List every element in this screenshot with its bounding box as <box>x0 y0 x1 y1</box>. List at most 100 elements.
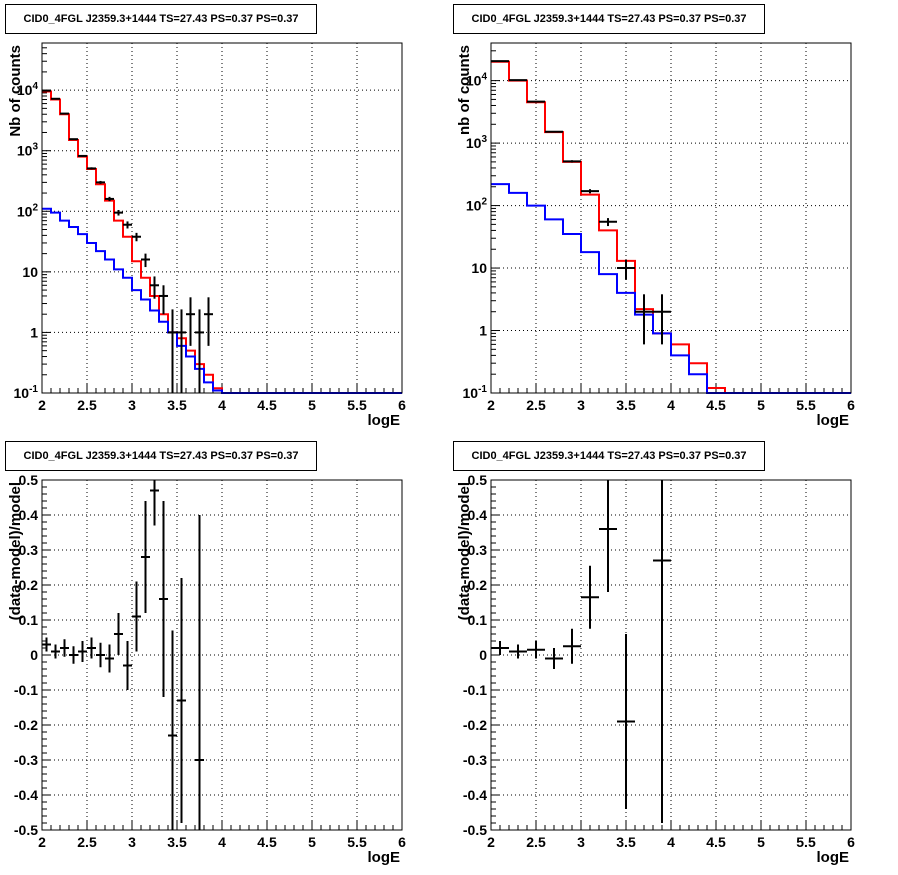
chart-title-2: CID0_4FGL J2359.3+1444 TS=27.43 PS=0.37 … <box>453 4 765 34</box>
data-point <box>105 644 114 673</box>
data-point <box>599 218 617 227</box>
y-tick-label: 0.4 <box>468 507 488 523</box>
x-tick-label: 3.5 <box>167 397 187 413</box>
panel-2: 2 2.5 3 3.5 4 4.5 5 5.5 6 10-1 1 10 102 103 104 logE nb … <box>456 42 855 429</box>
x-tick-label: 5.5 <box>796 397 816 413</box>
x-tick-label: 4.5 <box>257 834 277 850</box>
y-tick-label: 0.2 <box>19 577 39 593</box>
x-tick-label: 3 <box>577 834 585 850</box>
y-tick-label: -0.4 <box>14 787 38 803</box>
data-point <box>563 160 581 163</box>
plot-frame <box>490 42 852 394</box>
data-point <box>177 309 186 393</box>
data-point <box>150 480 159 526</box>
y-tick-label: 0.4 <box>19 507 39 523</box>
data-point <box>42 637 51 652</box>
data-point <box>168 309 177 393</box>
data-point <box>617 634 635 809</box>
x-tick-label: 3 <box>577 397 585 413</box>
data-point <box>114 613 123 655</box>
data-point <box>653 294 671 345</box>
chart-title-4: CID0_4FGL J2359.3+1444 TS=27.43 PS=0.37 … <box>453 441 765 471</box>
x-tick-label: 4 <box>667 834 675 850</box>
y-tick-label: -0.2 <box>14 717 38 733</box>
x-tick-label: 2 <box>487 834 495 850</box>
data-point <box>78 641 87 662</box>
y-tick-label: 103 <box>17 142 39 159</box>
data-point <box>527 641 545 659</box>
x-tick-label: 5 <box>757 397 765 413</box>
data-point <box>42 89 51 92</box>
data-point <box>87 167 96 170</box>
y-tick-label: -0.1 <box>463 682 487 698</box>
x-tick-label: 2 <box>38 397 46 413</box>
x-tick-label: 3 <box>128 397 136 413</box>
y-tick-label: 102 <box>466 197 488 214</box>
y-tick-label: 0.5 <box>468 472 488 488</box>
x-tick-label: 2.5 <box>77 397 97 413</box>
x-tick-label: 5 <box>308 397 316 413</box>
x-tick-label: 5.5 <box>347 834 367 850</box>
x-tick-label: 4 <box>667 397 675 413</box>
data-point <box>635 294 653 345</box>
y-axis-label: Nb of counts <box>7 45 24 137</box>
data-point <box>545 648 563 669</box>
x-axis-label: logE <box>368 412 401 429</box>
data-point <box>563 628 581 664</box>
data-point <box>69 138 78 141</box>
data-point <box>96 180 105 184</box>
y-tick-label: -0.4 <box>463 787 487 803</box>
x-tick-label: 3 <box>128 834 136 850</box>
plot-frame <box>41 479 403 831</box>
data-point <box>159 501 168 697</box>
data-point <box>141 253 150 268</box>
y-tick-label: -0.5 <box>463 822 487 838</box>
x-axis-label: logE <box>817 849 850 866</box>
y-tick-label: -0.2 <box>463 717 487 733</box>
data-point <box>204 297 213 346</box>
y-tick-label: 0.2 <box>468 577 488 593</box>
data-point <box>60 112 69 115</box>
y-tick-label: 10-1 <box>463 384 488 401</box>
data-point <box>509 79 527 82</box>
data-point <box>114 209 123 216</box>
x-tick-label: 4.5 <box>257 397 277 413</box>
y-tick-label: 10-1 <box>14 384 39 401</box>
data-point <box>177 578 186 823</box>
y-tick-label: 103 <box>466 134 488 151</box>
x-tick-label: 2 <box>487 397 495 413</box>
data-point <box>527 100 545 103</box>
data-point <box>69 646 78 664</box>
data-point <box>51 97 60 100</box>
y-tick-label: -0.3 <box>14 752 38 768</box>
y-tick-label: 1 <box>479 323 487 339</box>
x-tick-label: 4.5 <box>706 834 726 850</box>
x-tick-label: 2.5 <box>526 834 546 850</box>
series-step-2 <box>42 207 402 394</box>
panel-1: 2 2.5 3 3.5 4 4.5 5 5.5 6 10-1 1 10 102 103 104 logE Nb … <box>7 42 406 429</box>
chart-title-3: CID0_4FGL J2359.3+1444 TS=27.43 PS=0.37 … <box>5 441 317 471</box>
x-tick-label: 6 <box>847 834 855 850</box>
x-tick-label: 5 <box>308 834 316 850</box>
data-point <box>105 196 114 202</box>
data-point <box>195 515 204 830</box>
data-point <box>60 639 69 657</box>
data-point <box>87 637 96 659</box>
data-point <box>509 644 527 659</box>
x-tick-label: 5 <box>757 834 765 850</box>
y-tick-label: 10 <box>22 264 38 280</box>
plot-frame <box>490 479 852 831</box>
y-tick-label: -0.3 <box>463 752 487 768</box>
y-tick-label: 0.5 <box>19 472 39 488</box>
x-tick-label: 2.5 <box>526 397 546 413</box>
data-point <box>51 644 60 659</box>
x-tick-label: 3.5 <box>616 397 636 413</box>
data-point <box>132 232 141 242</box>
data-point <box>581 565 599 629</box>
x-tick-label: 5.5 <box>796 834 816 850</box>
data-point <box>545 130 563 133</box>
y-tick-label: -0.5 <box>14 822 38 838</box>
data-point <box>159 285 168 315</box>
data-point <box>653 480 671 823</box>
